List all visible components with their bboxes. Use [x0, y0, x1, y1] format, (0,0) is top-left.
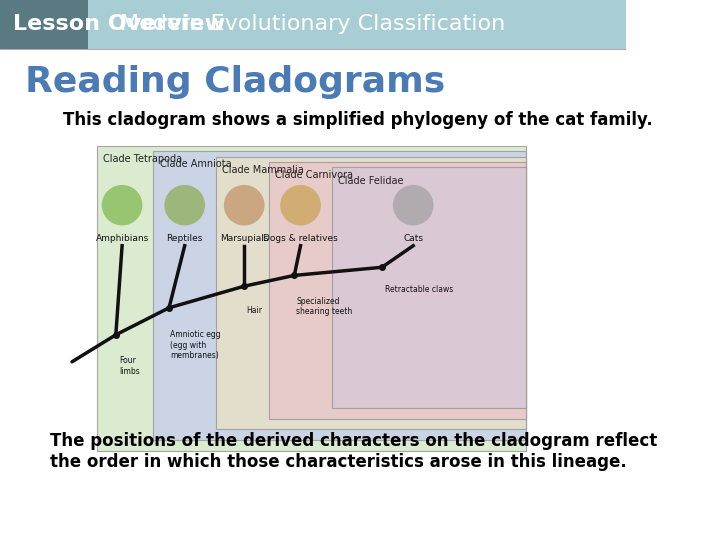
Text: Specialized
shearing teeth: Specialized shearing teeth [296, 297, 352, 316]
Text: This cladogram shows a simplified phylogeny of the cat family.: This cladogram shows a simplified phylog… [63, 111, 652, 129]
Text: Amniotic egg
(egg with
membranes): Amniotic egg (egg with membranes) [171, 330, 221, 360]
Text: Reptiles: Reptiles [166, 234, 203, 243]
FancyBboxPatch shape [97, 146, 526, 451]
Text: Dogs & relatives: Dogs & relatives [263, 234, 338, 243]
Text: Retractable claws: Retractable claws [385, 285, 454, 294]
Text: Modern Evolutionary Classification: Modern Evolutionary Classification [120, 14, 505, 35]
Text: The positions of the derived characters on the cladogram reflect
the order in wh: The positions of the derived characters … [50, 432, 657, 471]
Text: Marsupials: Marsupials [220, 234, 269, 243]
FancyBboxPatch shape [216, 157, 526, 429]
Text: Amphibians: Amphibians [96, 234, 149, 243]
FancyBboxPatch shape [269, 162, 526, 418]
Text: Clade Felidae: Clade Felidae [338, 176, 404, 186]
Text: Clade Mammalia: Clade Mammalia [222, 165, 304, 175]
Ellipse shape [280, 185, 321, 226]
FancyBboxPatch shape [0, 0, 88, 49]
FancyBboxPatch shape [153, 151, 526, 440]
Text: Four
limbs: Four limbs [119, 356, 140, 376]
Text: Clade Amniota: Clade Amniota [160, 159, 231, 170]
Ellipse shape [102, 185, 143, 226]
Ellipse shape [224, 185, 264, 226]
FancyBboxPatch shape [0, 0, 626, 49]
Text: Reading Cladograms: Reading Cladograms [25, 65, 445, 99]
Text: Clade Carnivora: Clade Carnivora [276, 170, 354, 180]
Text: Cats: Cats [403, 234, 423, 243]
Text: Lesson Overview: Lesson Overview [12, 14, 225, 35]
Text: Hair: Hair [246, 306, 262, 315]
Text: Clade Tetrapoda: Clade Tetrapoda [103, 154, 182, 164]
FancyBboxPatch shape [332, 167, 526, 408]
Ellipse shape [164, 185, 205, 226]
Ellipse shape [393, 185, 433, 226]
